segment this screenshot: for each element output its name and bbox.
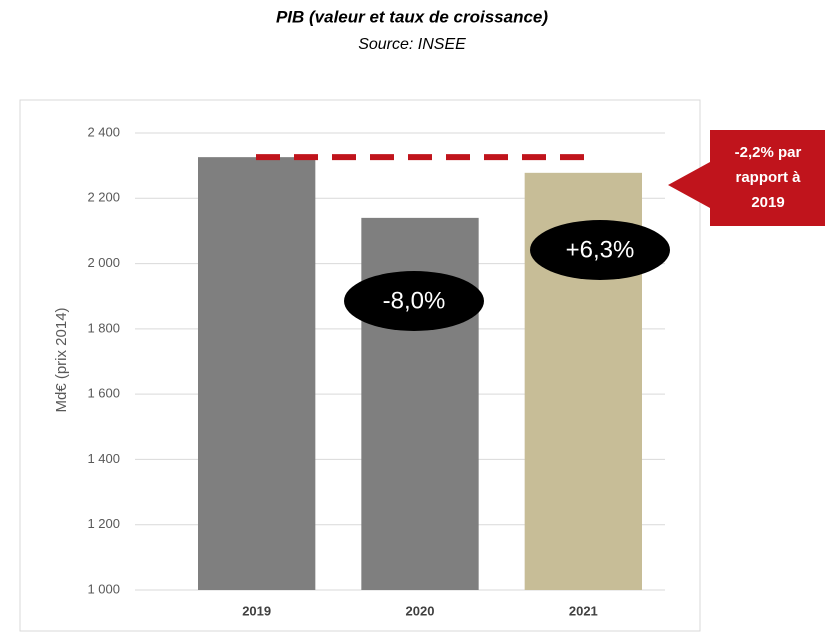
- y-tick-label: 1 600: [87, 386, 120, 401]
- callout-arrow: [668, 130, 825, 226]
- y-axis-title: Md€ (prix 2014): [53, 307, 70, 412]
- x-tick-label: 2019: [242, 603, 271, 618]
- chart-frame: [19, 99, 701, 632]
- y-tick-label: 2 000: [87, 255, 120, 270]
- y-tick-label: 2 400: [87, 124, 120, 139]
- growth-label: +6,3%: [566, 236, 635, 263]
- x-tick-label: 2021: [569, 603, 598, 618]
- callout-text: -2,2% par: [735, 144, 802, 161]
- y-tick-label: 1 800: [87, 320, 120, 335]
- chart-title: PIB (valeur et taux de croissance): [276, 7, 548, 26]
- y-tick-label: 1 400: [87, 451, 120, 466]
- growth-bubble: [344, 271, 484, 331]
- x-tick-label: 2020: [406, 603, 435, 618]
- y-tick-label: 1 200: [87, 516, 120, 531]
- growth-label: -8,0%: [383, 287, 446, 314]
- callout-text: rapport à: [735, 169, 801, 186]
- y-tick-label: 2 200: [87, 190, 120, 205]
- y-tick-label: 1 000: [87, 581, 120, 596]
- bar: [198, 157, 316, 591]
- chart-subtitle: Source: INSEE: [358, 36, 466, 53]
- growth-bubble: [530, 220, 670, 280]
- callout-text: 2019: [751, 194, 784, 211]
